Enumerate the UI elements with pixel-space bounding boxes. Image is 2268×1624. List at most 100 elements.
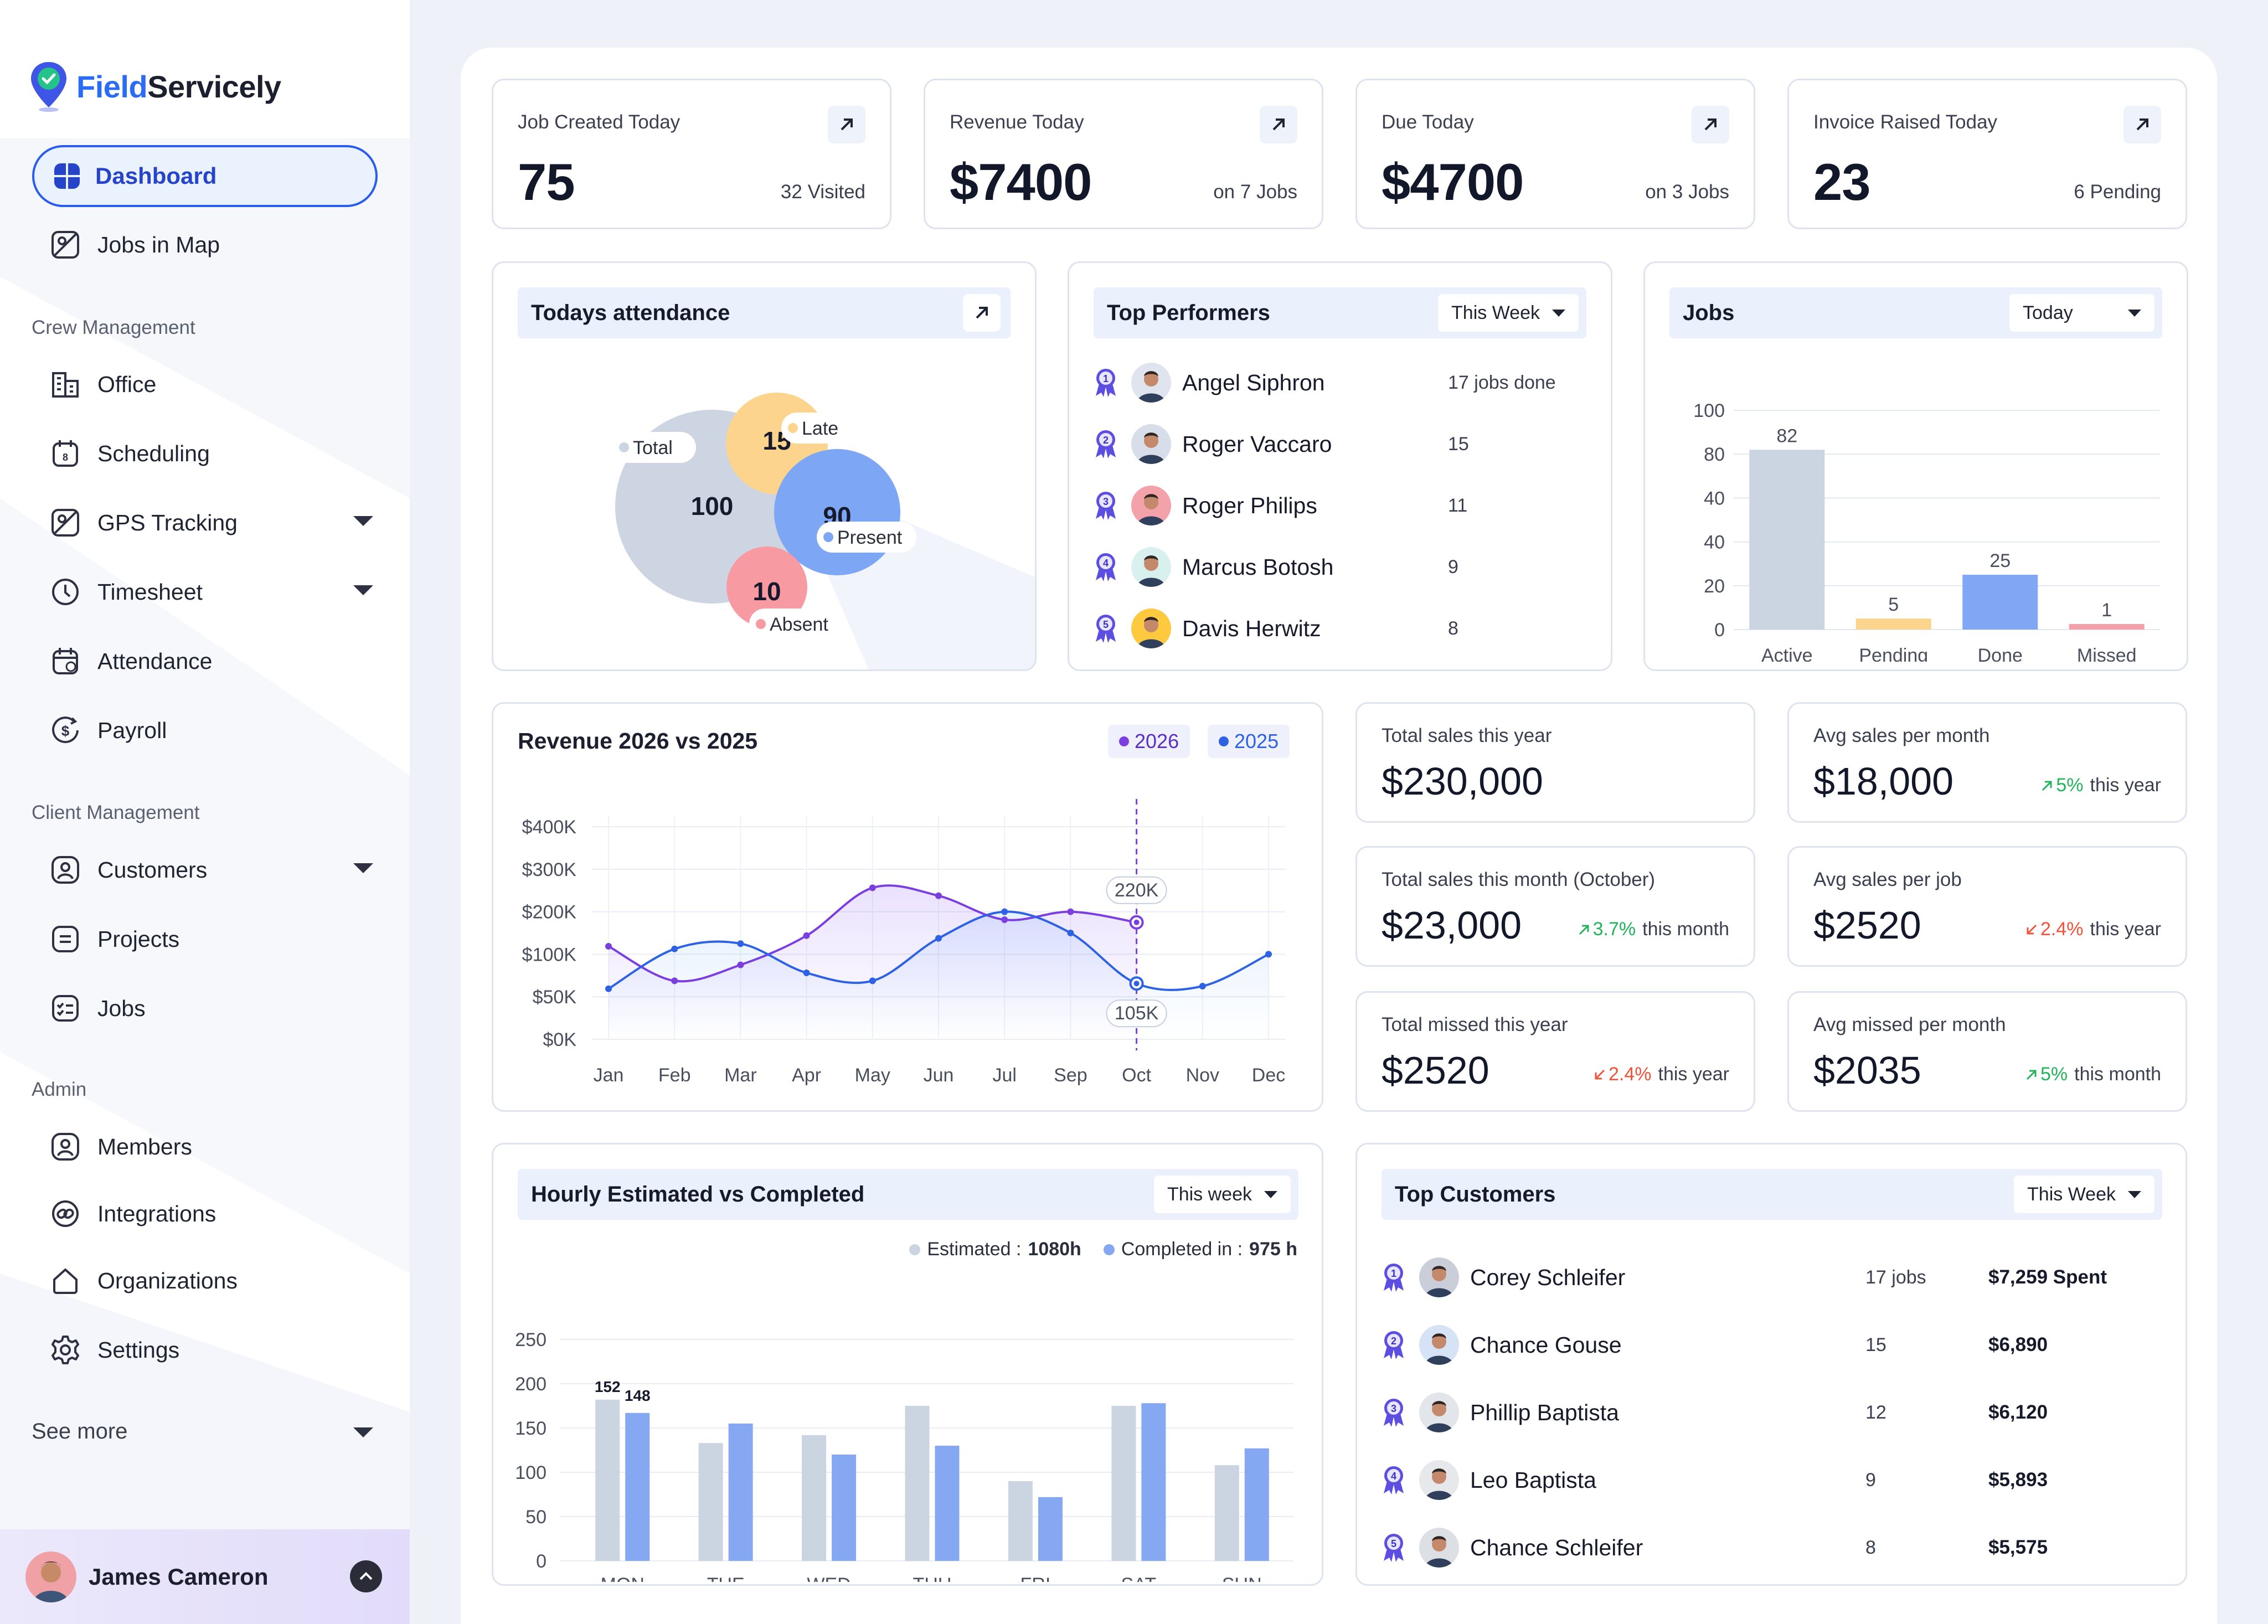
data-point[interactable] bbox=[737, 961, 744, 968]
data-point[interactable] bbox=[671, 977, 678, 984]
nav-organizations[interactable]: Organizations bbox=[50, 1265, 238, 1296]
bar-completed-sat[interactable] bbox=[1141, 1403, 1166, 1561]
x-tick-label: Jun bbox=[924, 1065, 954, 1086]
kpi-card-due[interactable]: Due Today $4700 on 3 Jobs bbox=[1355, 79, 1755, 229]
customer-row[interactable]: 4 Leo Baptista 9 $5,893 bbox=[1382, 1458, 2162, 1502]
nav-jobs-in-map[interactable]: Jobs in Map bbox=[50, 229, 220, 260]
data-point[interactable] bbox=[1067, 930, 1074, 936]
bubble-absent[interactable] bbox=[726, 547, 807, 627]
nav-members[interactable]: Members bbox=[50, 1131, 192, 1162]
bar-done[interactable] bbox=[1962, 575, 2038, 630]
customer-row[interactable]: 1 Corey Schleifer 17 jobs $7,259 Spent bbox=[1382, 1255, 2162, 1300]
data-point[interactable] bbox=[737, 940, 744, 947]
nav-projects[interactable]: Projects bbox=[50, 924, 179, 955]
nav-integrations[interactable]: Integrations bbox=[50, 1198, 216, 1229]
arrow-up-right-icon[interactable] bbox=[963, 294, 1001, 332]
data-point[interactable] bbox=[605, 943, 612, 950]
bar-estimated-fri[interactable] bbox=[1008, 1481, 1033, 1561]
data-point[interactable] bbox=[1067, 908, 1074, 915]
bar-estimated-thu[interactable] bbox=[905, 1406, 930, 1561]
data-point[interactable] bbox=[803, 932, 810, 939]
data-point[interactable] bbox=[935, 892, 942, 899]
bar-completed-mon[interactable] bbox=[625, 1412, 650, 1561]
chevron-down-icon[interactable] bbox=[353, 1427, 373, 1437]
chevron-down-icon[interactable] bbox=[353, 863, 373, 873]
kpi-card-revenue[interactable]: Revenue Today $7400 on 7 Jobs bbox=[924, 79, 1323, 229]
data-point[interactable] bbox=[869, 977, 876, 984]
data-point[interactable] bbox=[1001, 908, 1008, 915]
nav-payroll[interactable]: $ Payroll bbox=[50, 715, 167, 746]
bar-active[interactable] bbox=[1749, 450, 1825, 630]
bar-completed-tue[interactable] bbox=[728, 1424, 753, 1561]
data-point[interactable] bbox=[935, 935, 942, 942]
data-point[interactable] bbox=[605, 985, 612, 992]
performer-row[interactable]: 3 Roger Philips 11 bbox=[1094, 483, 1586, 528]
data-point[interactable] bbox=[671, 945, 678, 952]
legend-2026[interactable]: 2026 bbox=[1108, 725, 1190, 758]
bar-value-label: 148 bbox=[625, 1387, 651, 1404]
see-more-link[interactable]: See more bbox=[32, 1419, 128, 1443]
stat-card[interactable]: Avg missed per month $2035 5% this month bbox=[1787, 991, 2187, 1112]
bar-pending[interactable] bbox=[1855, 618, 1931, 630]
stat-card[interactable]: Total sales this year $230,000 bbox=[1355, 702, 1755, 823]
customer-row[interactable]: 3 Phillip Baptista 12 $6,120 bbox=[1382, 1390, 2162, 1435]
data-point[interactable] bbox=[1265, 951, 1272, 958]
sidebar: FieldServicely Dashboard Jobs in Map Cre… bbox=[0, 0, 410, 1624]
nav-gps-tracking[interactable]: GPS Tracking bbox=[50, 507, 373, 538]
performer-row[interactable]: 2 Roger Vaccaro 15 bbox=[1094, 422, 1586, 466]
nav-office[interactable]: Office bbox=[50, 369, 156, 400]
kpi-card-invoice[interactable]: Invoice Raised Today 23 6 Pending bbox=[1787, 79, 2187, 229]
bar-completed-wed[interactable] bbox=[832, 1455, 857, 1561]
customer-row[interactable]: 5 Chance Schleifer 8 $5,575 bbox=[1382, 1525, 2162, 1570]
nav-customers[interactable]: Customers bbox=[50, 854, 373, 885]
bar-missed[interactable] bbox=[2069, 624, 2145, 630]
kpi-card-jobs-created[interactable]: Job Created Today 75 32 Visited bbox=[492, 79, 891, 229]
customer-name: Corey Schleifer bbox=[1470, 1264, 1626, 1290]
nav-integrations-label: Integrations bbox=[97, 1200, 217, 1226]
customers-period-dropdown[interactable]: This Week bbox=[2014, 1176, 2154, 1213]
stat-card[interactable]: Total missed this year $2520 2.4% this year bbox=[1355, 991, 1755, 1112]
chevron-down-icon[interactable] bbox=[353, 516, 373, 526]
bar-completed-thu[interactable] bbox=[935, 1446, 960, 1561]
hourly-chart-card: Hourly Estimated vs Completed This week … bbox=[492, 1143, 1323, 1586]
avatar bbox=[1419, 1257, 1459, 1297]
legend-2025[interactable]: 2025 bbox=[1208, 725, 1290, 758]
data-point[interactable] bbox=[1199, 983, 1206, 989]
performer-row[interactable]: 4 Marcus Botosh 9 bbox=[1094, 545, 1586, 589]
performer-row[interactable]: 1 Angel Siphron 17 jobs done bbox=[1094, 360, 1586, 405]
stat-card[interactable]: Avg sales per month $18,000 5% this year bbox=[1787, 702, 2187, 823]
nav-jobs[interactable]: Jobs bbox=[50, 993, 146, 1024]
bar-estimated-tue[interactable] bbox=[698, 1443, 723, 1561]
avatar bbox=[1131, 547, 1171, 587]
performer-row[interactable]: 5 Davis Herwitz 8 bbox=[1094, 606, 1586, 651]
stat-card[interactable]: Total sales this month (October) $23,000 3… bbox=[1355, 846, 1755, 967]
nav-dashboard[interactable]: Dashboard bbox=[32, 145, 378, 207]
customer-row[interactable]: 2 Chance Gouse 15 $6,890 bbox=[1382, 1323, 2162, 1367]
nav-attendance[interactable]: Attendance bbox=[50, 646, 212, 677]
data-point[interactable] bbox=[869, 884, 876, 891]
avatar[interactable] bbox=[25, 1551, 76, 1602]
nav-timesheet[interactable]: Timesheet bbox=[50, 576, 373, 607]
nav-scheduling[interactable]: 8 Scheduling bbox=[50, 438, 210, 469]
user-profile-bar[interactable]: James Cameron bbox=[0, 1529, 410, 1624]
hourly-period-dropdown[interactable]: This week bbox=[1153, 1176, 1291, 1213]
bar-estimated-wed[interactable] bbox=[802, 1435, 827, 1561]
chevron-down-icon[interactable] bbox=[353, 585, 373, 595]
arrow-up-right-icon[interactable] bbox=[828, 106, 865, 143]
stat-card[interactable]: Avg sales per job $2520 2.4% this year bbox=[1787, 846, 2187, 967]
bar-estimated-sat[interactable] bbox=[1111, 1406, 1136, 1561]
bar-estimated-sun[interactable] bbox=[1214, 1465, 1239, 1561]
bar-completed-sun[interactable] bbox=[1244, 1448, 1269, 1561]
arrow-up-right-icon[interactable] bbox=[2123, 106, 2161, 143]
data-point[interactable] bbox=[1001, 916, 1008, 923]
performers-period-dropdown[interactable]: This Week bbox=[1438, 294, 1579, 332]
bar-completed-fri[interactable] bbox=[1038, 1497, 1063, 1561]
nav-settings[interactable]: Settings bbox=[50, 1334, 179, 1365]
arrow-up-right-icon[interactable] bbox=[1260, 106, 1297, 143]
jobs-period-dropdown[interactable]: Today bbox=[2009, 294, 2154, 332]
brand-logo[interactable]: FieldServicely bbox=[29, 60, 281, 113]
chevron-up-icon[interactable] bbox=[350, 1560, 382, 1592]
data-point[interactable] bbox=[803, 970, 810, 976]
arrow-up-right-icon[interactable] bbox=[1692, 106, 1729, 143]
bar-estimated-mon[interactable] bbox=[595, 1399, 620, 1561]
